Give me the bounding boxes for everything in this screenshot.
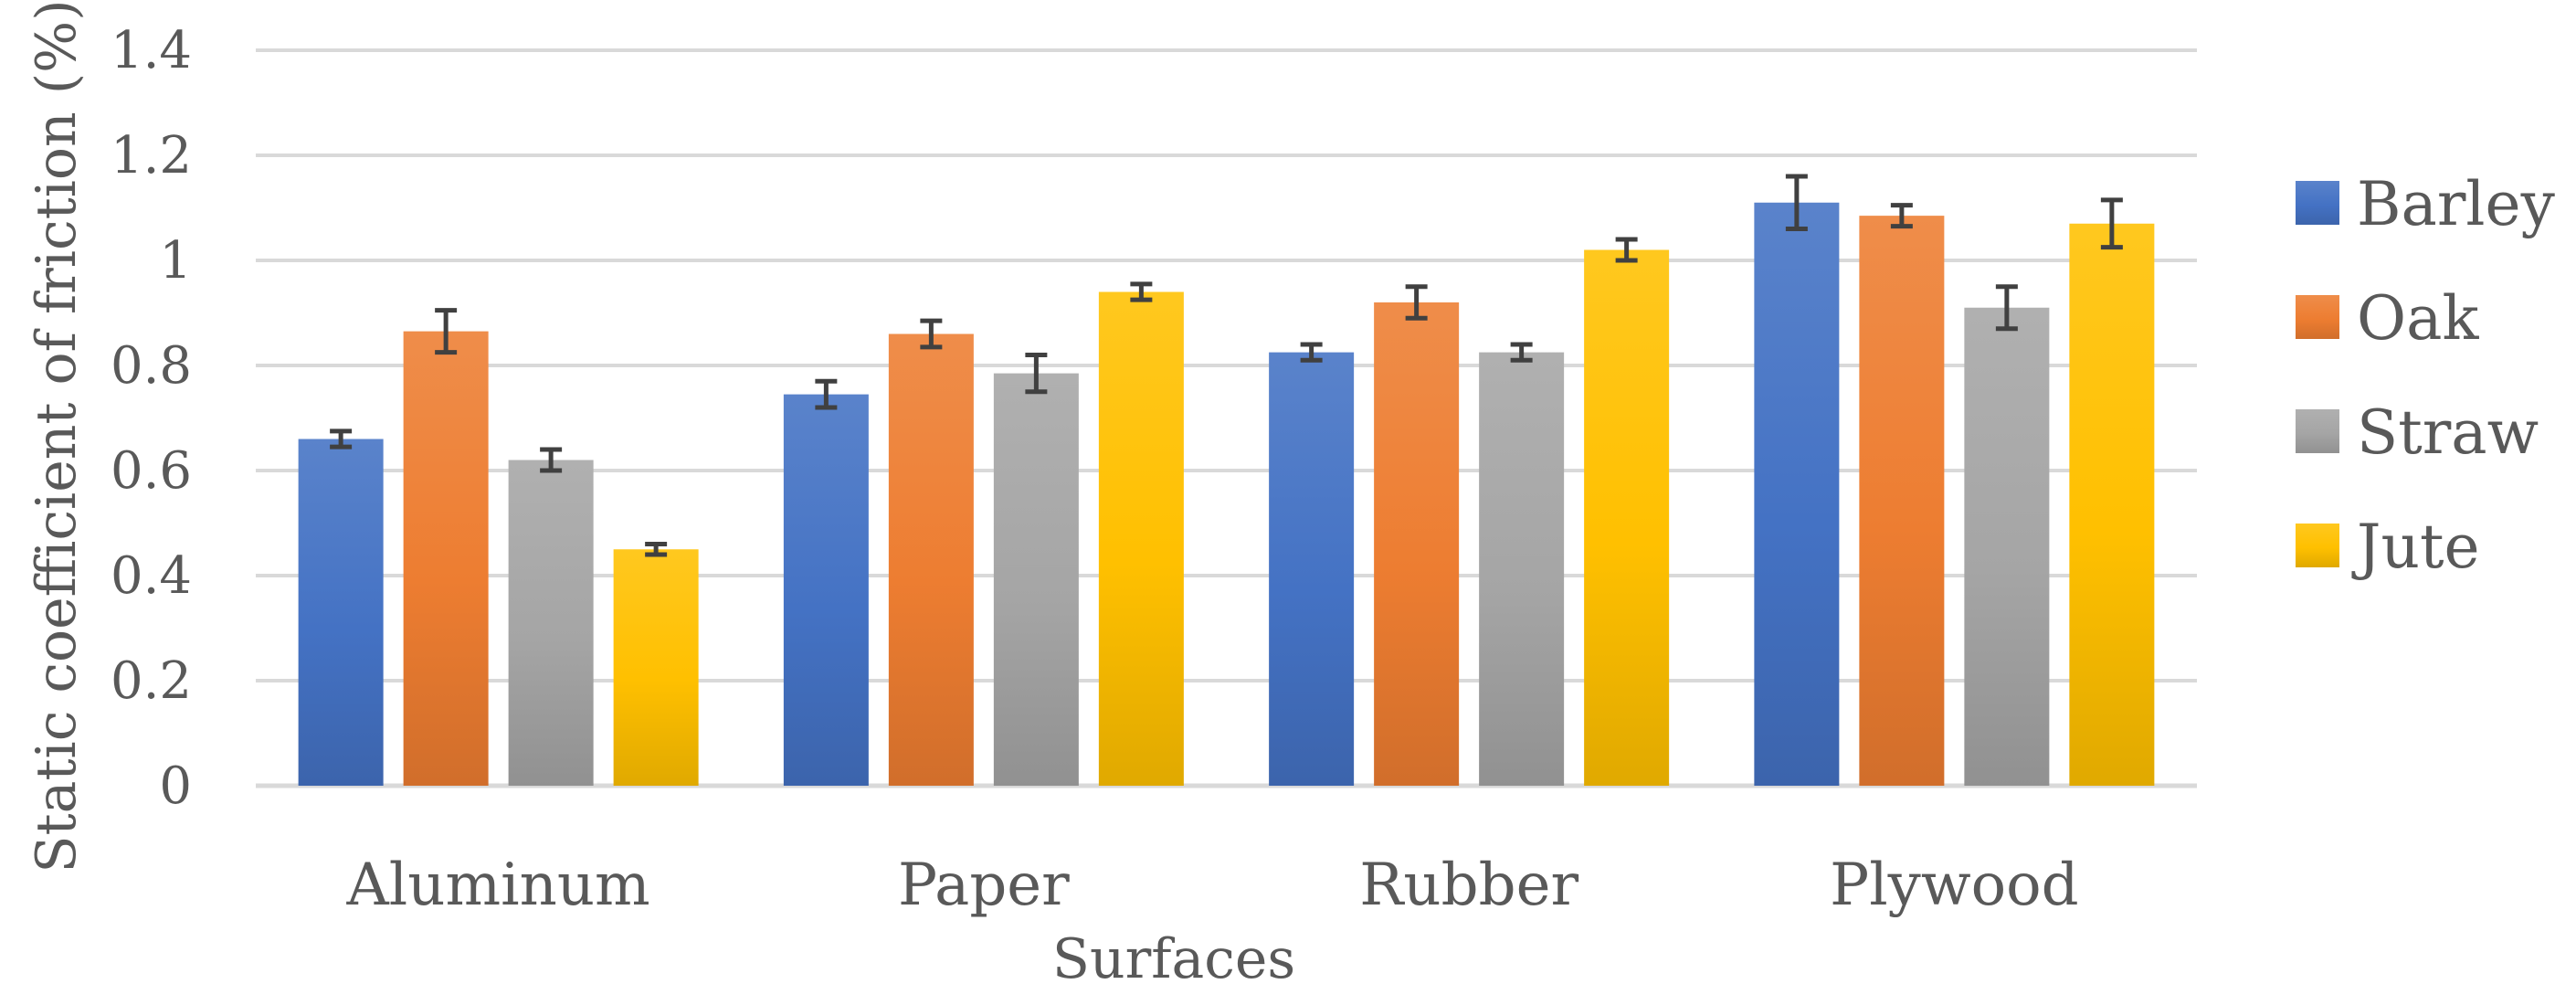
error-bar (920, 318, 943, 350)
x-category-label: Rubber (1359, 852, 1578, 919)
x-category-label: Paper (898, 852, 1070, 919)
legend-swatch (2296, 409, 2339, 453)
bar-barley-plywood (1754, 202, 1840, 786)
x-category-label: Aluminum (346, 852, 650, 919)
error-bar (645, 542, 668, 557)
bar-oak-paper (888, 333, 974, 786)
legend-item-barley: Barley (2296, 169, 2556, 239)
legend-label: Barley (2357, 169, 2556, 239)
error-bar (2100, 197, 2123, 250)
y-tick-label: 1.4 (111, 21, 192, 80)
bar-oak-aluminum (403, 331, 489, 786)
legend-swatch (2296, 181, 2339, 225)
error-bar (1785, 174, 1808, 231)
error-bar (1615, 237, 1638, 263)
x-axis-categories: Aluminum Paper Rubber Plywood (346, 852, 2079, 919)
bars (298, 202, 2155, 786)
bar-jute-plywood (2069, 223, 2155, 786)
bar-straw-aluminum (508, 460, 594, 786)
legend-item-oak: Oak (2296, 283, 2479, 354)
bar-straw-paper (993, 373, 1079, 786)
error-bar (1510, 342, 1533, 363)
legend-label: Oak (2357, 283, 2479, 354)
legend-item-jute: Jute (2296, 512, 2480, 582)
error-bar (330, 428, 353, 450)
error-bar (1995, 284, 2018, 332)
legend-label: Straw (2357, 397, 2539, 468)
y-tick-label: 1 (159, 231, 192, 291)
bar-barley-aluminum (298, 439, 384, 786)
legend: Barley Oak Straw Jute (2296, 169, 2556, 582)
y-tick-label: 0.6 (111, 441, 192, 501)
y-axis-ticks: 0 0.2 0.4 0.6 0.8 1 1.2 1.4 (111, 21, 192, 816)
bar-barley-paper (783, 394, 869, 786)
bar-oak-plywood (1859, 216, 1945, 786)
bar-oak-rubber (1374, 302, 1460, 786)
error-bar (540, 447, 563, 473)
error-bar (1300, 342, 1323, 363)
y-tick-label: 0.2 (111, 651, 192, 711)
x-axis-title: Surfaces (1052, 927, 1295, 991)
error-bar (435, 308, 458, 355)
legend-swatch (2296, 524, 2339, 567)
legend-item-straw: Straw (2296, 397, 2539, 468)
legend-swatch (2296, 295, 2339, 339)
y-tick-label: 0.4 (111, 546, 192, 606)
error-bar (1025, 353, 1048, 395)
bar-jute-rubber (1584, 249, 1670, 786)
bar-straw-rubber (1479, 352, 1565, 786)
legend-label: Jute (2351, 512, 2480, 582)
y-tick-label: 1.2 (111, 126, 192, 185)
y-tick-label: 0.8 (111, 336, 192, 396)
error-bar (1890, 203, 1913, 229)
bar-jute-aluminum (613, 549, 699, 786)
x-category-label: Plywood (1830, 852, 2079, 919)
error-bar (1405, 284, 1428, 321)
y-tick-label: 0 (159, 756, 192, 816)
error-bar (1130, 281, 1153, 302)
bar-straw-plywood (1964, 307, 2050, 786)
error-bars (330, 174, 2123, 557)
y-axis-title: Static coefficient of friction (%) (25, 0, 89, 873)
bar-jute-paper (1098, 291, 1184, 786)
bar-barley-rubber (1269, 352, 1355, 786)
error-bar (815, 378, 838, 410)
